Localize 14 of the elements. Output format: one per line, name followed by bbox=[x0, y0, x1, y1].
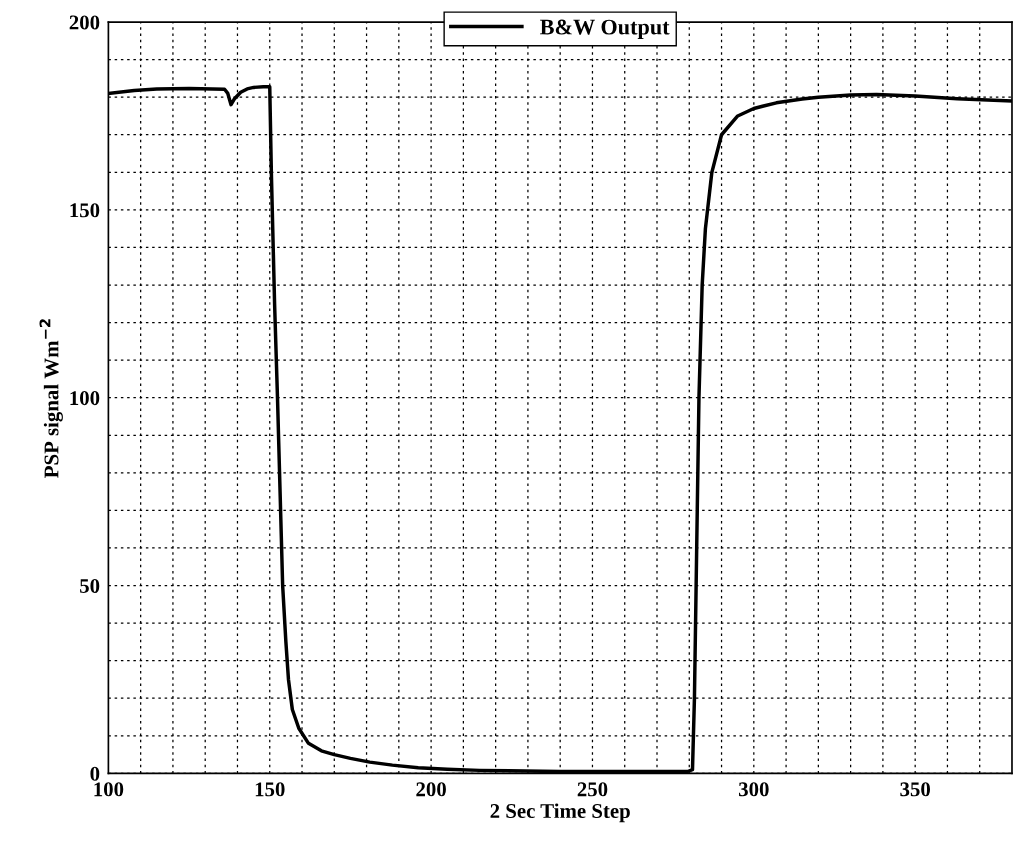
y-tick-label: 150 bbox=[70, 203, 100, 218]
x-tick-label: 100 bbox=[94, 782, 124, 797]
y-tick-label: 200 bbox=[69, 15, 100, 30]
x-tick-label: 250 bbox=[577, 782, 608, 797]
y-axis-title: PSP signal Wm$^{−2}$ bbox=[39, 319, 63, 478]
x-tick-label: 150 bbox=[255, 782, 285, 797]
y-tick-label: 100 bbox=[70, 391, 100, 406]
y-tick-label: 0 bbox=[90, 766, 100, 781]
x-tick-label: 300 bbox=[738, 782, 769, 797]
x-axis-title: 2 Sec Time Step bbox=[490, 803, 630, 823]
x-tick-label: 350 bbox=[900, 782, 930, 797]
legend-label: B&W Output bbox=[540, 19, 670, 40]
y-tick-label: 50 bbox=[80, 578, 100, 593]
x-tick-label: 200 bbox=[416, 782, 446, 797]
